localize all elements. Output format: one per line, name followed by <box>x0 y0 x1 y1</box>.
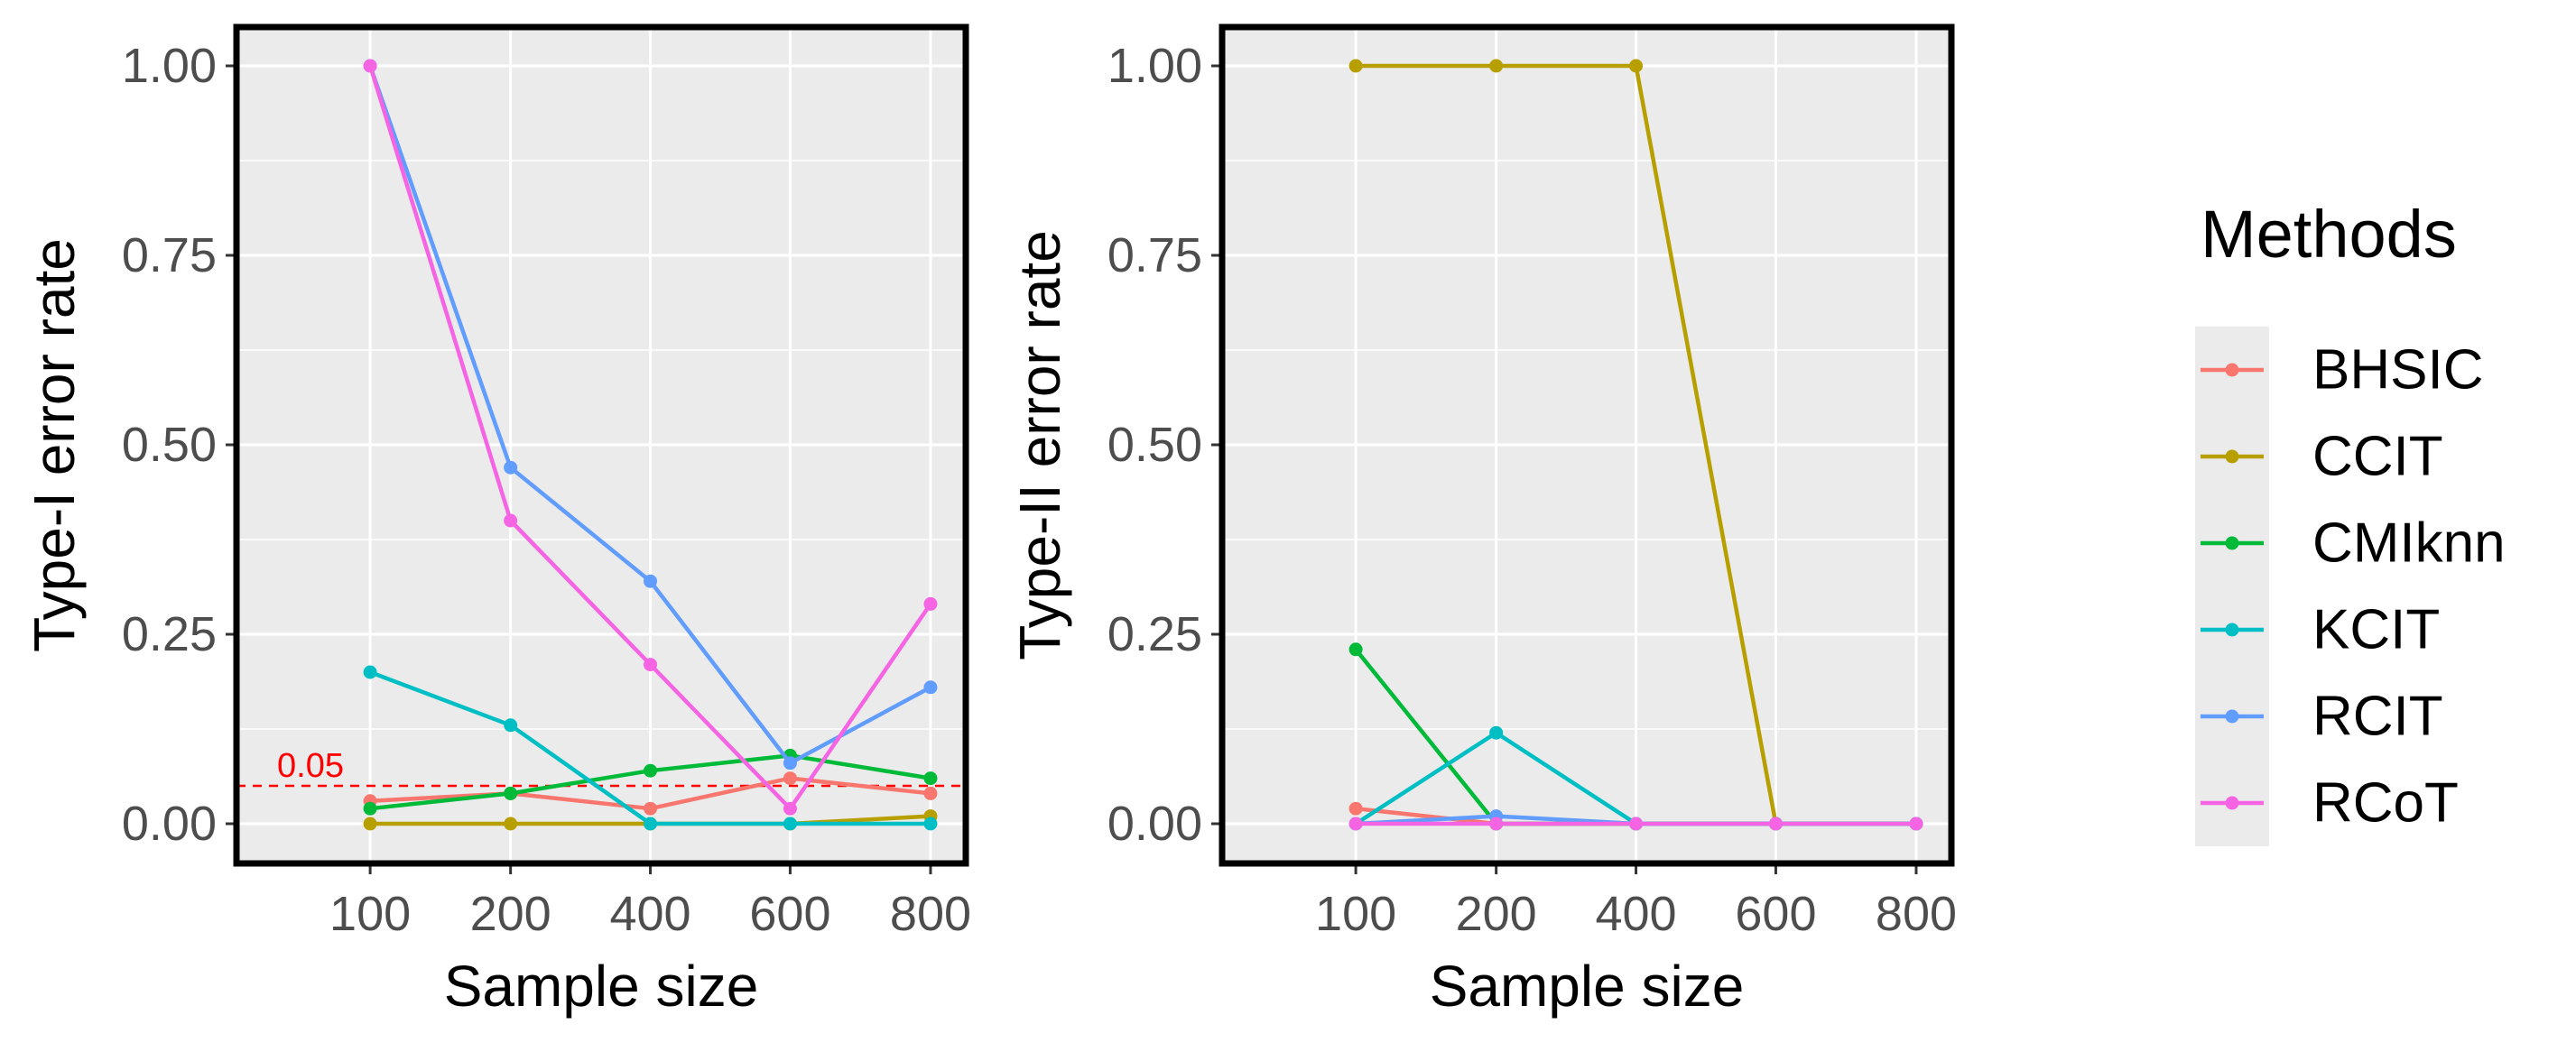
data-point-cmiknn <box>923 771 938 786</box>
data-point-ccit <box>1489 59 1504 73</box>
data-point-kcit <box>504 718 518 733</box>
x-tick-label: 100 <box>329 887 411 941</box>
data-point-rcot <box>1489 817 1504 831</box>
legend-label-rcit: RCIT <box>2312 686 2443 748</box>
data-point-rcit <box>504 460 518 475</box>
y-tick-label: 0.75 <box>1107 228 1202 282</box>
data-point-rcot <box>1768 817 1783 831</box>
y-tick-label: 0.00 <box>1107 797 1202 851</box>
data-point-cmiknn <box>504 786 518 800</box>
legend: Methods BHSIC CCIT CMIknn KCIT RCIT RCoT <box>2195 197 2506 846</box>
data-point-ccit <box>363 817 377 831</box>
data-point-ccit <box>1348 59 1363 73</box>
data-point-rcot <box>923 596 938 611</box>
y-tick-label: 0.50 <box>1107 418 1202 472</box>
reference-line-label: 0.05 <box>277 747 344 785</box>
legend-key-point <box>2225 623 2239 637</box>
data-point-rcot <box>1909 817 1923 831</box>
y-tick-label: 0.00 <box>122 797 217 851</box>
legend-key-point <box>2225 449 2239 464</box>
data-point-kcit <box>644 817 658 831</box>
x-tick-label: 400 <box>1595 887 1676 941</box>
legend-key-point <box>2225 536 2239 550</box>
chart-panel-1: 0.00 0.25 0.50 0.75 1.00 100 200 400 600 800 0.05 S… <box>22 23 971 1019</box>
legend-label-bhsic: BHSIC <box>2312 339 2483 401</box>
x-tick-label: 600 <box>1735 887 1816 941</box>
legend-key-point <box>2225 363 2239 377</box>
panel-border <box>1219 23 1955 867</box>
chart-panel-2: 0.00 0.25 0.50 0.75 1.00 100 200 400 600 800 Sampl… <box>1007 23 1957 1019</box>
data-point-rcot <box>783 801 797 816</box>
y-tick-label: 0.75 <box>122 228 217 282</box>
legend-label-rcot: RCoT <box>2312 772 2459 835</box>
data-point-ccit <box>1629 59 1644 73</box>
y-axis-title: Type-I error rate <box>22 238 87 652</box>
data-point-bhsic <box>644 801 658 816</box>
legend-key-background <box>2195 327 2269 846</box>
y-tick-label: 0.25 <box>122 607 217 661</box>
y-tick-label: 1.00 <box>122 39 217 93</box>
y-tick-label: 0.25 <box>1107 607 1202 661</box>
x-tick-label: 200 <box>470 887 551 941</box>
x-axis-title: Sample size <box>444 954 759 1019</box>
x-tick-label: 800 <box>1876 887 1957 941</box>
data-point-kcit <box>363 665 377 679</box>
x-tick-label: 400 <box>609 887 690 941</box>
data-point-kcit <box>1489 725 1504 740</box>
data-point-cmiknn <box>1348 642 1363 657</box>
data-point-rcot <box>644 658 658 672</box>
data-point-rcit <box>783 756 797 771</box>
data-point-rcit <box>644 574 658 588</box>
y-axis-title: Type-II error rate <box>1007 230 1072 660</box>
data-point-bhsic <box>923 786 938 800</box>
data-point-rcot <box>363 59 377 73</box>
data-point-cmiknn <box>644 763 658 778</box>
legend-label-cmiknn: CMIknn <box>2312 512 2506 575</box>
data-point-kcit <box>923 817 938 831</box>
y-tick-label: 1.00 <box>1107 39 1202 93</box>
data-point-cmiknn <box>363 801 377 816</box>
legend-label-kcit: KCIT <box>2312 599 2440 661</box>
data-point-ccit <box>504 817 518 831</box>
data-point-rcot <box>1348 817 1363 831</box>
x-axis-title: Sample size <box>1430 954 1745 1019</box>
data-point-rcot <box>504 513 518 528</box>
panel-border <box>233 23 969 867</box>
legend-label-ccit: CCIT <box>2312 426 2443 488</box>
legend-title: Methods <box>2201 197 2457 272</box>
y-tick-label: 0.50 <box>122 418 217 472</box>
data-point-bhsic <box>1348 801 1363 816</box>
legend-key-point <box>2225 709 2239 724</box>
x-tick-label: 200 <box>1456 887 1537 941</box>
data-point-rcot <box>1629 817 1644 831</box>
legend-key-point <box>2225 796 2239 810</box>
data-point-rcit <box>923 680 938 695</box>
x-tick-label: 600 <box>749 887 830 941</box>
x-tick-label: 100 <box>1315 887 1396 941</box>
data-point-bhsic <box>783 771 797 786</box>
x-tick-label: 800 <box>890 887 971 941</box>
data-point-kcit <box>783 817 797 831</box>
